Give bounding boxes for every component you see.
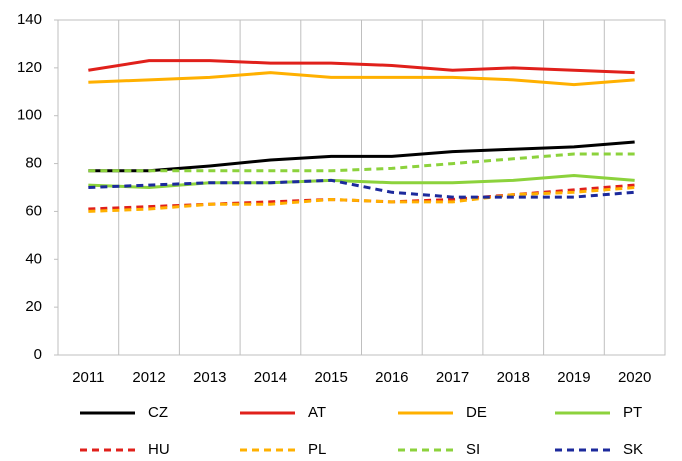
y-tick-label: 20 [25,298,42,315]
x-tick-label: 2015 [314,369,347,386]
legend-label: PL [308,441,326,458]
legend-label: AT [308,404,326,421]
x-tick-label: 2014 [254,369,287,386]
x-tick-label: 2011 [72,369,104,386]
series-line [88,140,635,173]
series-line [88,178,635,199]
y-tick-label: 120 [17,59,42,76]
x-tick-label: 2019 [557,369,590,386]
x-tick-label: 2012 [132,369,165,386]
y-tick-label: 0 [34,346,42,363]
series-line [88,59,635,75]
x-tick-label: 2016 [375,369,408,386]
y-tick-label: 100 [17,107,42,124]
series-line [88,186,635,213]
legend-label: PT [623,404,642,421]
legend-label: SI [466,441,480,458]
legend-label: HU [148,441,170,458]
legend-label: DE [466,404,487,421]
series-line [88,71,635,87]
y-tick-label: 140 [17,11,42,28]
x-tick-label: 2020 [618,369,651,386]
legend-label: CZ [148,404,168,421]
y-tick-label: 60 [25,202,42,219]
legend-label: SK [623,441,643,458]
x-tick-label: 2013 [193,369,226,386]
x-tick-label: 2017 [436,369,469,386]
y-tick-label: 40 [25,250,42,267]
series-line [88,174,635,190]
y-tick-label: 80 [25,155,42,172]
x-tick-label: 2018 [497,369,530,386]
